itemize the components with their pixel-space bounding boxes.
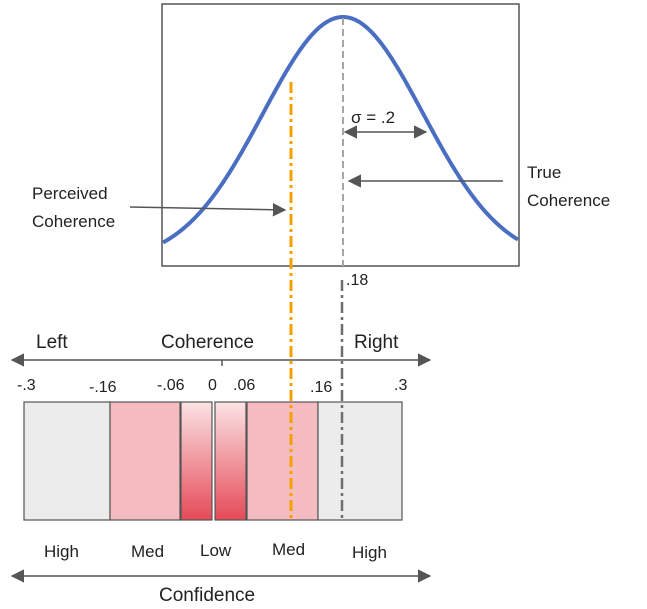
true-coherence-label-line2: Coherence [527, 191, 610, 210]
confidence-label-low: Low [200, 541, 232, 560]
tick-label-neg-0.06: -.06 [157, 377, 185, 394]
gaussian-curve [162, 14, 520, 245]
axis-right-label: Right [354, 332, 399, 353]
band-low-right [214, 401, 247, 521]
band-med-left [109, 401, 181, 521]
confidence-axis-label: Confidence [159, 585, 255, 606]
true-value-label: .18 [346, 272, 368, 289]
perceived-coherence-label-line1: Perceived [32, 184, 108, 203]
tick-label-0: 0 [208, 377, 217, 394]
perceived-coherence-label-line2: Coherence [32, 212, 115, 231]
perceived-coherence-arrow [129, 203, 287, 217]
band-med-right [246, 401, 319, 521]
confidence-label-high-left: High [44, 542, 79, 561]
tick-label-0.06: .06 [233, 377, 255, 394]
band-low-left [180, 401, 213, 521]
band-high-right [317, 401, 403, 521]
band-high-left [23, 401, 111, 521]
tick-label-0.16: .16 [310, 379, 332, 396]
tick-label-0.3: .3 [394, 377, 407, 394]
confidence-label-med-left: Med [131, 542, 164, 561]
true-coherence-label-line1: True [527, 163, 561, 182]
tick-label-neg-0.16: -.16 [89, 379, 117, 396]
sigma-label: σ = .2 [351, 108, 395, 127]
confidence-label-high-right: High [352, 543, 387, 562]
axis-center-label: Coherence [161, 332, 254, 353]
axis-left-label: Left [36, 332, 68, 353]
confidence-label-med-right: Med [272, 540, 305, 559]
tick-label-neg-0.3: -.3 [17, 377, 36, 394]
distribution-frame [161, 3, 520, 267]
